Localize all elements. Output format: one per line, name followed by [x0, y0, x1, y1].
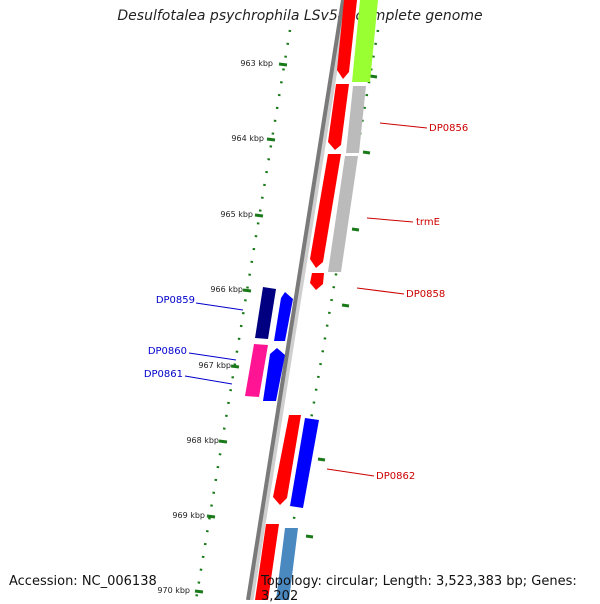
gene-arrow-dp0859-pair[interactable] [274, 292, 293, 341]
gene-arrow[interactable] [337, 0, 357, 79]
tick-label-970: 970 kbp [157, 586, 190, 595]
tick-mark [305, 534, 314, 539]
tick-mark [341, 303, 350, 308]
inner-scale-dotted [194, 29, 292, 600]
tick-label-967: 967 kbp [198, 361, 231, 370]
tick-mark [362, 150, 371, 155]
tick-label-963: 963 kbp [240, 59, 273, 68]
tick-marks [194, 62, 378, 594]
tick-mark [242, 288, 252, 293]
tick-labels: 963 kbp 964 kbp 965 kbp 966 kbp 967 kbp … [157, 59, 273, 595]
gene-block-dp0856[interactable] [346, 86, 366, 153]
tick-mark [194, 589, 204, 594]
gene-arrow[interactable] [255, 524, 279, 600]
gene-label-dp0856[interactable]: DP0856 [429, 123, 468, 134]
leader-dp0856 [379, 122, 428, 129]
tick-mark [351, 227, 360, 232]
gene-block-dp0859[interactable] [255, 287, 276, 339]
gene-arrow-dp0858[interactable] [310, 273, 324, 290]
gene-label-dp0858[interactable]: DP0858 [406, 289, 445, 300]
tick-label-966: 966 kbp [210, 285, 243, 294]
gene-block[interactable] [352, 0, 378, 82]
accession-label: Accession: NC_006138 [9, 574, 157, 589]
gene-label-dp0861[interactable]: DP0861 [144, 369, 183, 380]
leader-dp0862 [326, 468, 375, 477]
leader-trme [366, 217, 414, 223]
tick-mark [230, 364, 240, 369]
gene-label-trme[interactable]: trmE [416, 217, 440, 228]
tick-mark [317, 457, 326, 462]
gene-arrow-dp0861[interactable] [263, 348, 285, 401]
tick-label-969: 969 kbp [172, 511, 205, 520]
tick-label-968: 968 kbp [186, 436, 219, 445]
gene-label-dp0860[interactable]: DP0860 [148, 346, 187, 357]
gene-block[interactable] [276, 528, 298, 600]
leader-dp0861 [184, 375, 233, 385]
tick-mark [369, 74, 378, 79]
gene-block-dp0860[interactable] [245, 344, 268, 397]
gene-block-dp0862[interactable] [290, 418, 319, 508]
gene-arrow-dp0862[interactable] [273, 415, 301, 505]
tick-label-964: 964 kbp [231, 134, 264, 143]
tick-mark [254, 213, 264, 218]
gene-label-dp0859[interactable]: DP0859 [156, 295, 195, 306]
tick-mark [206, 514, 216, 519]
tick-mark [266, 137, 276, 142]
gene-arrow-dp0856[interactable] [328, 84, 349, 150]
gene-arrow-trme[interactable] [310, 154, 341, 268]
leader-dp0860 [188, 352, 237, 361]
gene-label-dp0862[interactable]: DP0862 [376, 471, 415, 482]
genome-title: Desulfotalea psychrophila LSv54, complet… [117, 8, 483, 24]
forward-strand-genes [255, 0, 378, 600]
tick-label-965: 965 kbp [220, 210, 253, 219]
leader-dp0859 [195, 302, 244, 311]
tick-mark [278, 62, 288, 67]
reverse-strand-genes [245, 287, 293, 401]
leader-lines [184, 122, 428, 477]
genome-backbone [246, 0, 345, 600]
gene-block-trme[interactable] [328, 156, 358, 272]
tick-mark [218, 439, 228, 444]
leader-dp0858 [356, 287, 405, 295]
